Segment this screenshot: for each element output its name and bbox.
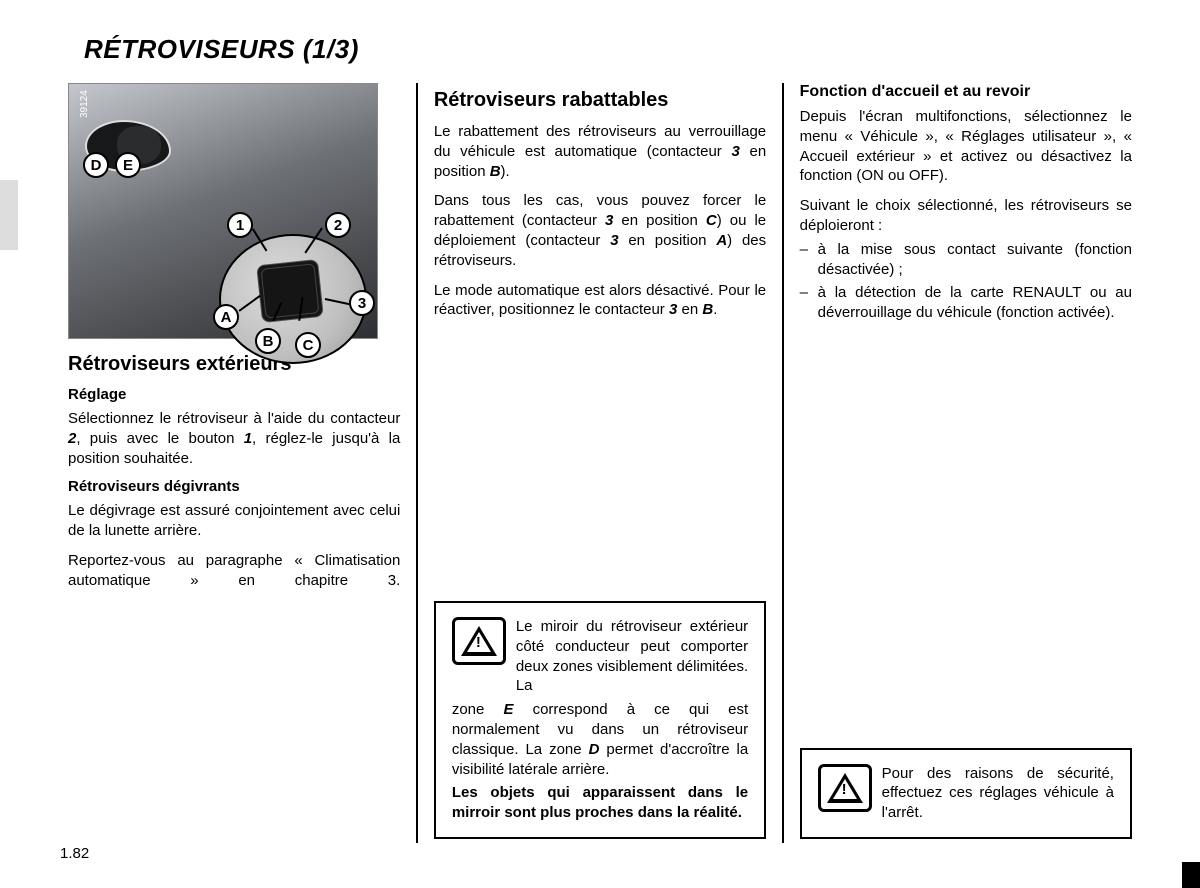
callout-3: 3: [349, 290, 375, 316]
corner-mark: [1182, 862, 1200, 888]
col1-heading: Rétroviseurs extérieurs: [68, 353, 400, 376]
col1-p2: Le dégivrage est assuré conjointement av…: [68, 501, 400, 541]
side-tab: [0, 180, 18, 250]
ref-B: B: [490, 163, 501, 180]
callout-E: E: [115, 152, 141, 178]
t: Le rabattement des rétroviseurs au verro…: [434, 123, 766, 160]
columns: 39124 D E 1 2 3 A B C: [52, 83, 1148, 843]
warning-box-mirror-zones: ! Le miroir du rétroviseur extérieur côt…: [434, 601, 766, 839]
t: Sélectionnez le rétroviseur à l'aide du …: [68, 410, 400, 427]
callout-A: A: [213, 304, 239, 330]
warn-bold: Les objets qui apparaissent dans le mirr…: [452, 783, 748, 823]
t: zone: [452, 701, 485, 718]
ref-A: A: [716, 232, 727, 249]
ref-B: B: [702, 301, 713, 318]
col1-p1: Sélectionnez le rétroviseur à l'aide du …: [68, 409, 400, 468]
column-1: 39124 D E 1 2 3 A B C: [52, 83, 416, 843]
t: , puis avec le bouton: [76, 430, 234, 447]
figure-ref: 39124: [79, 90, 90, 118]
ref-C: C: [706, 212, 717, 229]
title-main: RÉTROVISEURS: [84, 34, 295, 64]
list-item: à la détection de la carte RENAULT ou au…: [800, 283, 1132, 323]
col3-heading: Fonction d'accueil et au revoir: [800, 83, 1132, 101]
ref-3: 3: [610, 232, 618, 249]
col2-p2: Dans tous les cas, vous pouvez forcer le…: [434, 191, 766, 270]
col2-heading: Rétroviseurs rabattables: [434, 89, 766, 112]
warning-icon: !: [818, 764, 872, 812]
col3-p2: Suivant le choix sélectionné, les rétrov…: [800, 196, 1132, 236]
ref-D: D: [589, 741, 600, 758]
callout-D: D: [83, 152, 109, 178]
figure-mirror-controls: 39124 D E 1 2 3 A B C: [68, 83, 378, 339]
manual-page: RÉTROVISEURS (1/3) 39124 D E 1 2 3 A B: [0, 0, 1200, 888]
list-item: à la mise sous contact suivante (fonctio…: [800, 240, 1132, 280]
col2-p1: Le rabattement des rétroviseurs au verro…: [434, 122, 766, 181]
col1-sub1: Réglage: [68, 386, 400, 403]
column-3: Fonction d'accueil et au revoir Depuis l…: [784, 83, 1148, 843]
t: ).: [501, 163, 510, 180]
ref-3: 3: [669, 301, 677, 318]
column-2: Rétroviseurs rabattables Le rabattement …: [418, 83, 782, 843]
t: en position: [628, 232, 706, 249]
ref-3: 3: [605, 212, 613, 229]
warn-text-cont: zone E correspond à ce qui est normaleme…: [452, 700, 748, 779]
control-pad: [256, 259, 324, 323]
ref-1: 1: [244, 430, 252, 447]
ref-3: 3: [731, 143, 739, 160]
col3-p1: Depuis l'écran multifonctions, sélection…: [800, 107, 1132, 186]
t: en position: [621, 212, 697, 229]
title-sub: (1/3): [303, 34, 359, 64]
warn-text-lead: Le miroir du rétroviseur extérieur côté …: [516, 617, 748, 696]
col2-p3: Le mode automatique est alors désactivé.…: [434, 281, 766, 321]
t: .: [713, 301, 717, 318]
control-zoom-circle: [219, 234, 367, 364]
page-number: 1.82: [60, 845, 89, 862]
t: en: [681, 301, 698, 318]
warning-icon: !: [452, 617, 506, 665]
col3-list: à la mise sous contact suivante (fonctio…: [800, 240, 1132, 327]
callout-1: 1: [227, 212, 253, 238]
col1-sub2: Rétroviseurs dégivrants: [68, 478, 400, 495]
callout-B: B: [255, 328, 281, 354]
page-title: RÉTROVISEURS (1/3): [84, 34, 1148, 65]
warning-box-safety: ! Pour des raisons de sécurité, effectue…: [800, 748, 1132, 839]
warn-safety-text: Pour des raisons de sécurité, effectuez …: [882, 764, 1114, 823]
col1-p3: Reportez-vous au paragraphe « Climatisat…: [68, 551, 400, 591]
callout-2: 2: [325, 212, 351, 238]
ref-E: E: [503, 701, 513, 718]
callout-C: C: [295, 332, 321, 358]
